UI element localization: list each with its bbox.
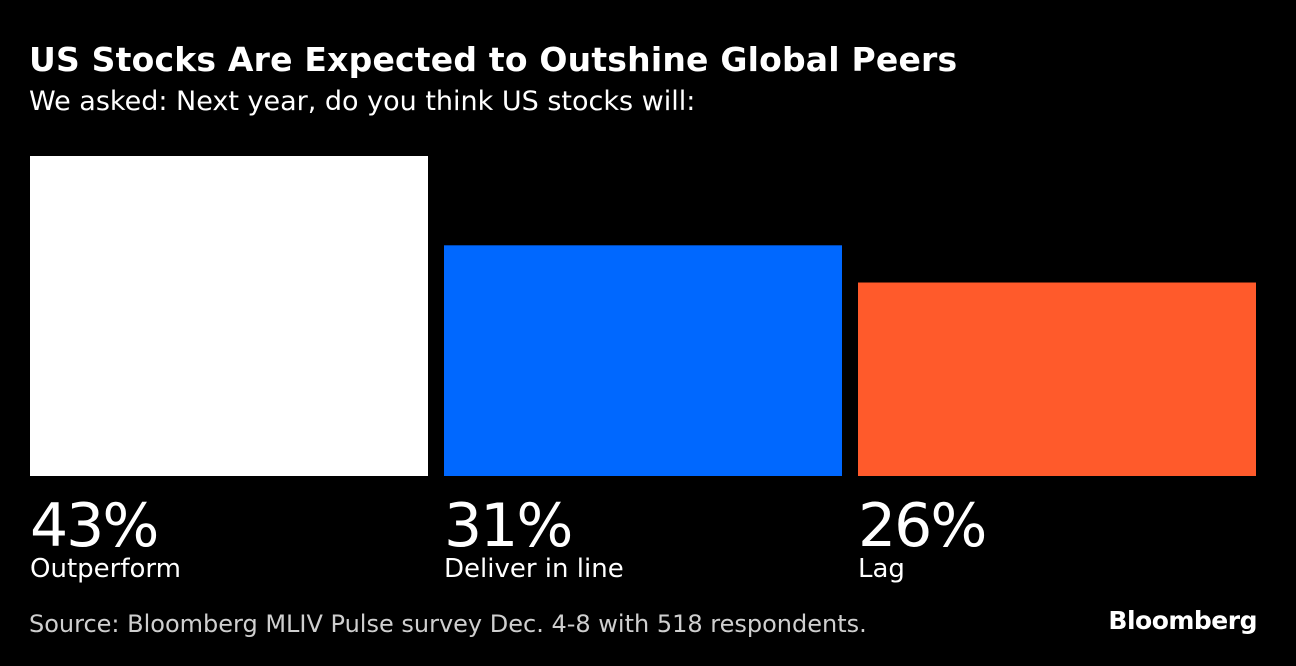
bar-category-label: Deliver in line (444, 554, 624, 584)
bar-value-label: 43% (30, 491, 157, 561)
bar-deliver-in-line (444, 245, 842, 476)
chart-title: US Stocks Are Expected to Outshine Globa… (29, 40, 958, 79)
source-note: Source: Bloomberg MLIV Pulse survey Dec.… (29, 610, 867, 638)
bar-chart: 43%Outperform 31%Deliver in line 26%Lag (30, 156, 1256, 584)
bar-value-label: 31% (444, 491, 571, 561)
bar-value-label: 26% (858, 491, 985, 561)
bar-lag (858, 282, 1256, 476)
bloomberg-logo: Bloomberg (1108, 606, 1257, 635)
bars-group (30, 156, 1256, 476)
chart-subtitle: We asked: Next year, do you think US sto… (29, 86, 696, 117)
bar-outperform (30, 156, 428, 476)
bar-category-label: Lag (858, 554, 905, 584)
bar-labels-group: 43%Outperform 31%Deliver in line 26%Lag (30, 491, 987, 584)
bar-category-label: Outperform (30, 554, 181, 584)
